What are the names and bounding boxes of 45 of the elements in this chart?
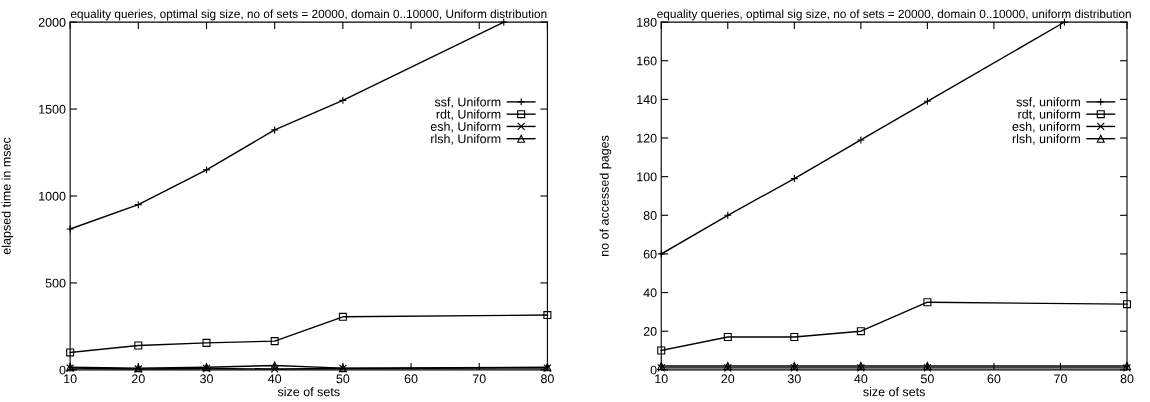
y-axis-title: elapsed time in msec — [1, 137, 14, 255]
x-tick-label: 10 — [64, 374, 77, 384]
x-tick-label: 70 — [1054, 374, 1067, 384]
y-axis-title: no of accessed pages — [599, 135, 612, 256]
y-tick-label: 20 — [643, 327, 657, 336]
x-tick-label: 20 — [132, 374, 145, 384]
x-tick-label: 40 — [268, 374, 282, 384]
y-tick-label: 0 — [59, 365, 66, 375]
x-tick-label: 40 — [854, 374, 868, 384]
y-tick-label: 40 — [643, 288, 657, 298]
y-tick-label: 0 — [650, 365, 657, 375]
y-tick-label: 180 — [637, 17, 657, 27]
y-tick-label: 80 — [643, 211, 657, 220]
x-tick-label: 80 — [540, 374, 554, 384]
y-tick-label: 1500 — [39, 104, 66, 114]
legend-label: ssf, uniform — [1016, 97, 1080, 108]
x-tick-label: 60 — [404, 374, 418, 384]
x-tick-label: 30 — [787, 374, 801, 384]
y-tick-label: 120 — [637, 133, 657, 143]
x-tick-label: 70 — [472, 374, 486, 384]
legend-label: ssf, Uniform — [434, 97, 501, 108]
chart-title: equality queries, optimal sig size, no of sets = 20000, domain 0..10000, uniform distribution — [657, 9, 1131, 21]
legend-label: rlsh, uniform — [1012, 134, 1080, 145]
x-tick-label: 20 — [721, 374, 735, 384]
y-tick-label: 500 — [45, 278, 66, 288]
chart-title: equality queries, optimal sig size, no of sets = 20000, domain 0..10000, Uniform distribution — [70, 9, 547, 21]
y-tick-label: 2000 — [38, 17, 66, 27]
legend-label: esh, Uniform — [430, 121, 501, 133]
x-tick-label: 50 — [920, 374, 934, 384]
x-tick-label: 80 — [1120, 374, 1134, 384]
y-tick-label: 160 — [637, 56, 657, 66]
y-tick-label: 1000 — [39, 191, 66, 201]
y-tick-label: 60 — [643, 249, 657, 259]
legend-label: rdt, Uniform — [436, 109, 501, 121]
legend-label: esh, uniform — [1012, 121, 1080, 133]
x-tick-label: 60 — [987, 374, 1001, 384]
y-tick-label: 140 — [637, 95, 657, 105]
legend-label: rdt, uniform — [1018, 109, 1080, 121]
x-axis-title: size of sets — [277, 387, 340, 397]
x-tick-label: 10 — [655, 374, 668, 384]
x-tick-label: 30 — [200, 374, 213, 384]
legend-label: rlsh, Uniform — [431, 134, 501, 145]
x-axis-title: size of sets — [863, 387, 925, 397]
x-tick-label: 50 — [336, 374, 350, 384]
y-tick-label: 100 — [637, 172, 657, 182]
